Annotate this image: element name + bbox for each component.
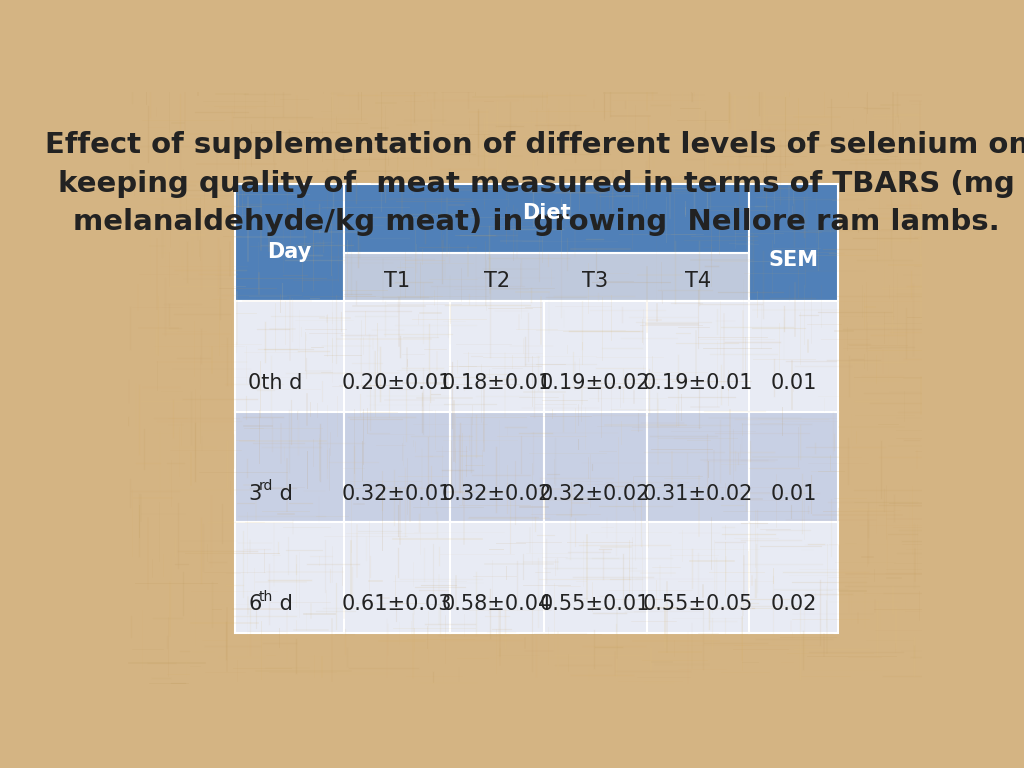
Text: 0.02: 0.02 [771, 594, 817, 614]
Text: 0.32±0.02: 0.32±0.02 [441, 484, 552, 504]
Text: keeping quality of  meat measured in terms of TBARS (mg: keeping quality of meat measured in term… [58, 170, 1015, 198]
Bar [450, 522, 544, 634]
Text: 0.55±0.01: 0.55±0.01 [540, 594, 650, 614]
Bar [646, 412, 750, 522]
Text: 0.61±0.03: 0.61±0.03 [342, 594, 453, 614]
Text: SEM: SEM [769, 250, 819, 270]
Bar [646, 301, 750, 412]
Text: T2: T2 [483, 271, 510, 291]
Text: 0th d: 0th d [248, 372, 303, 392]
Text: 0.32±0.02: 0.32±0.02 [540, 484, 650, 504]
Text: d: d [272, 594, 293, 614]
Text: 0.20±0.01: 0.20±0.01 [342, 372, 453, 392]
Text: 0.19±0.01: 0.19±0.01 [643, 372, 754, 392]
Bar [646, 522, 750, 634]
Bar [544, 301, 646, 412]
Bar [344, 522, 450, 634]
Bar [344, 184, 750, 253]
Bar [344, 301, 450, 412]
Bar [344, 412, 450, 522]
Text: th: th [258, 590, 272, 604]
Text: 0.32±0.01: 0.32±0.01 [342, 484, 453, 504]
Bar [750, 412, 839, 522]
Text: 0.58±0.04: 0.58±0.04 [441, 594, 552, 614]
Text: 0.01: 0.01 [771, 372, 817, 392]
Text: 0.01: 0.01 [771, 484, 817, 504]
Bar [750, 301, 839, 412]
Text: melanaldehyde/kg meat) in growing  Nellore ram lambs.: melanaldehyde/kg meat) in growing Nellor… [74, 208, 1000, 237]
Text: rd: rd [258, 479, 273, 493]
Text: 0.31±0.02: 0.31±0.02 [643, 484, 753, 504]
Bar [750, 522, 839, 634]
Text: d: d [272, 484, 293, 504]
Text: Diet: Diet [522, 203, 571, 223]
Text: Day: Day [267, 242, 312, 262]
Bar [544, 412, 646, 522]
Text: T1: T1 [384, 271, 410, 291]
Bar [544, 522, 646, 634]
Text: 0.18±0.01: 0.18±0.01 [441, 372, 552, 392]
Bar [450, 412, 544, 522]
Text: Effect of supplementation of different levels of selenium on: Effect of supplementation of different l… [45, 131, 1024, 160]
Text: 6: 6 [248, 594, 261, 614]
Bar [236, 184, 344, 301]
Bar [236, 301, 344, 412]
Bar [344, 253, 750, 301]
Bar [236, 522, 344, 634]
Text: 0.55±0.05: 0.55±0.05 [643, 594, 753, 614]
Text: 3: 3 [248, 484, 261, 504]
Text: T3: T3 [582, 271, 608, 291]
Text: 0.19±0.02: 0.19±0.02 [540, 372, 650, 392]
Text: T4: T4 [685, 271, 711, 291]
Bar [236, 412, 344, 522]
Bar [450, 301, 544, 412]
Bar [750, 184, 839, 301]
